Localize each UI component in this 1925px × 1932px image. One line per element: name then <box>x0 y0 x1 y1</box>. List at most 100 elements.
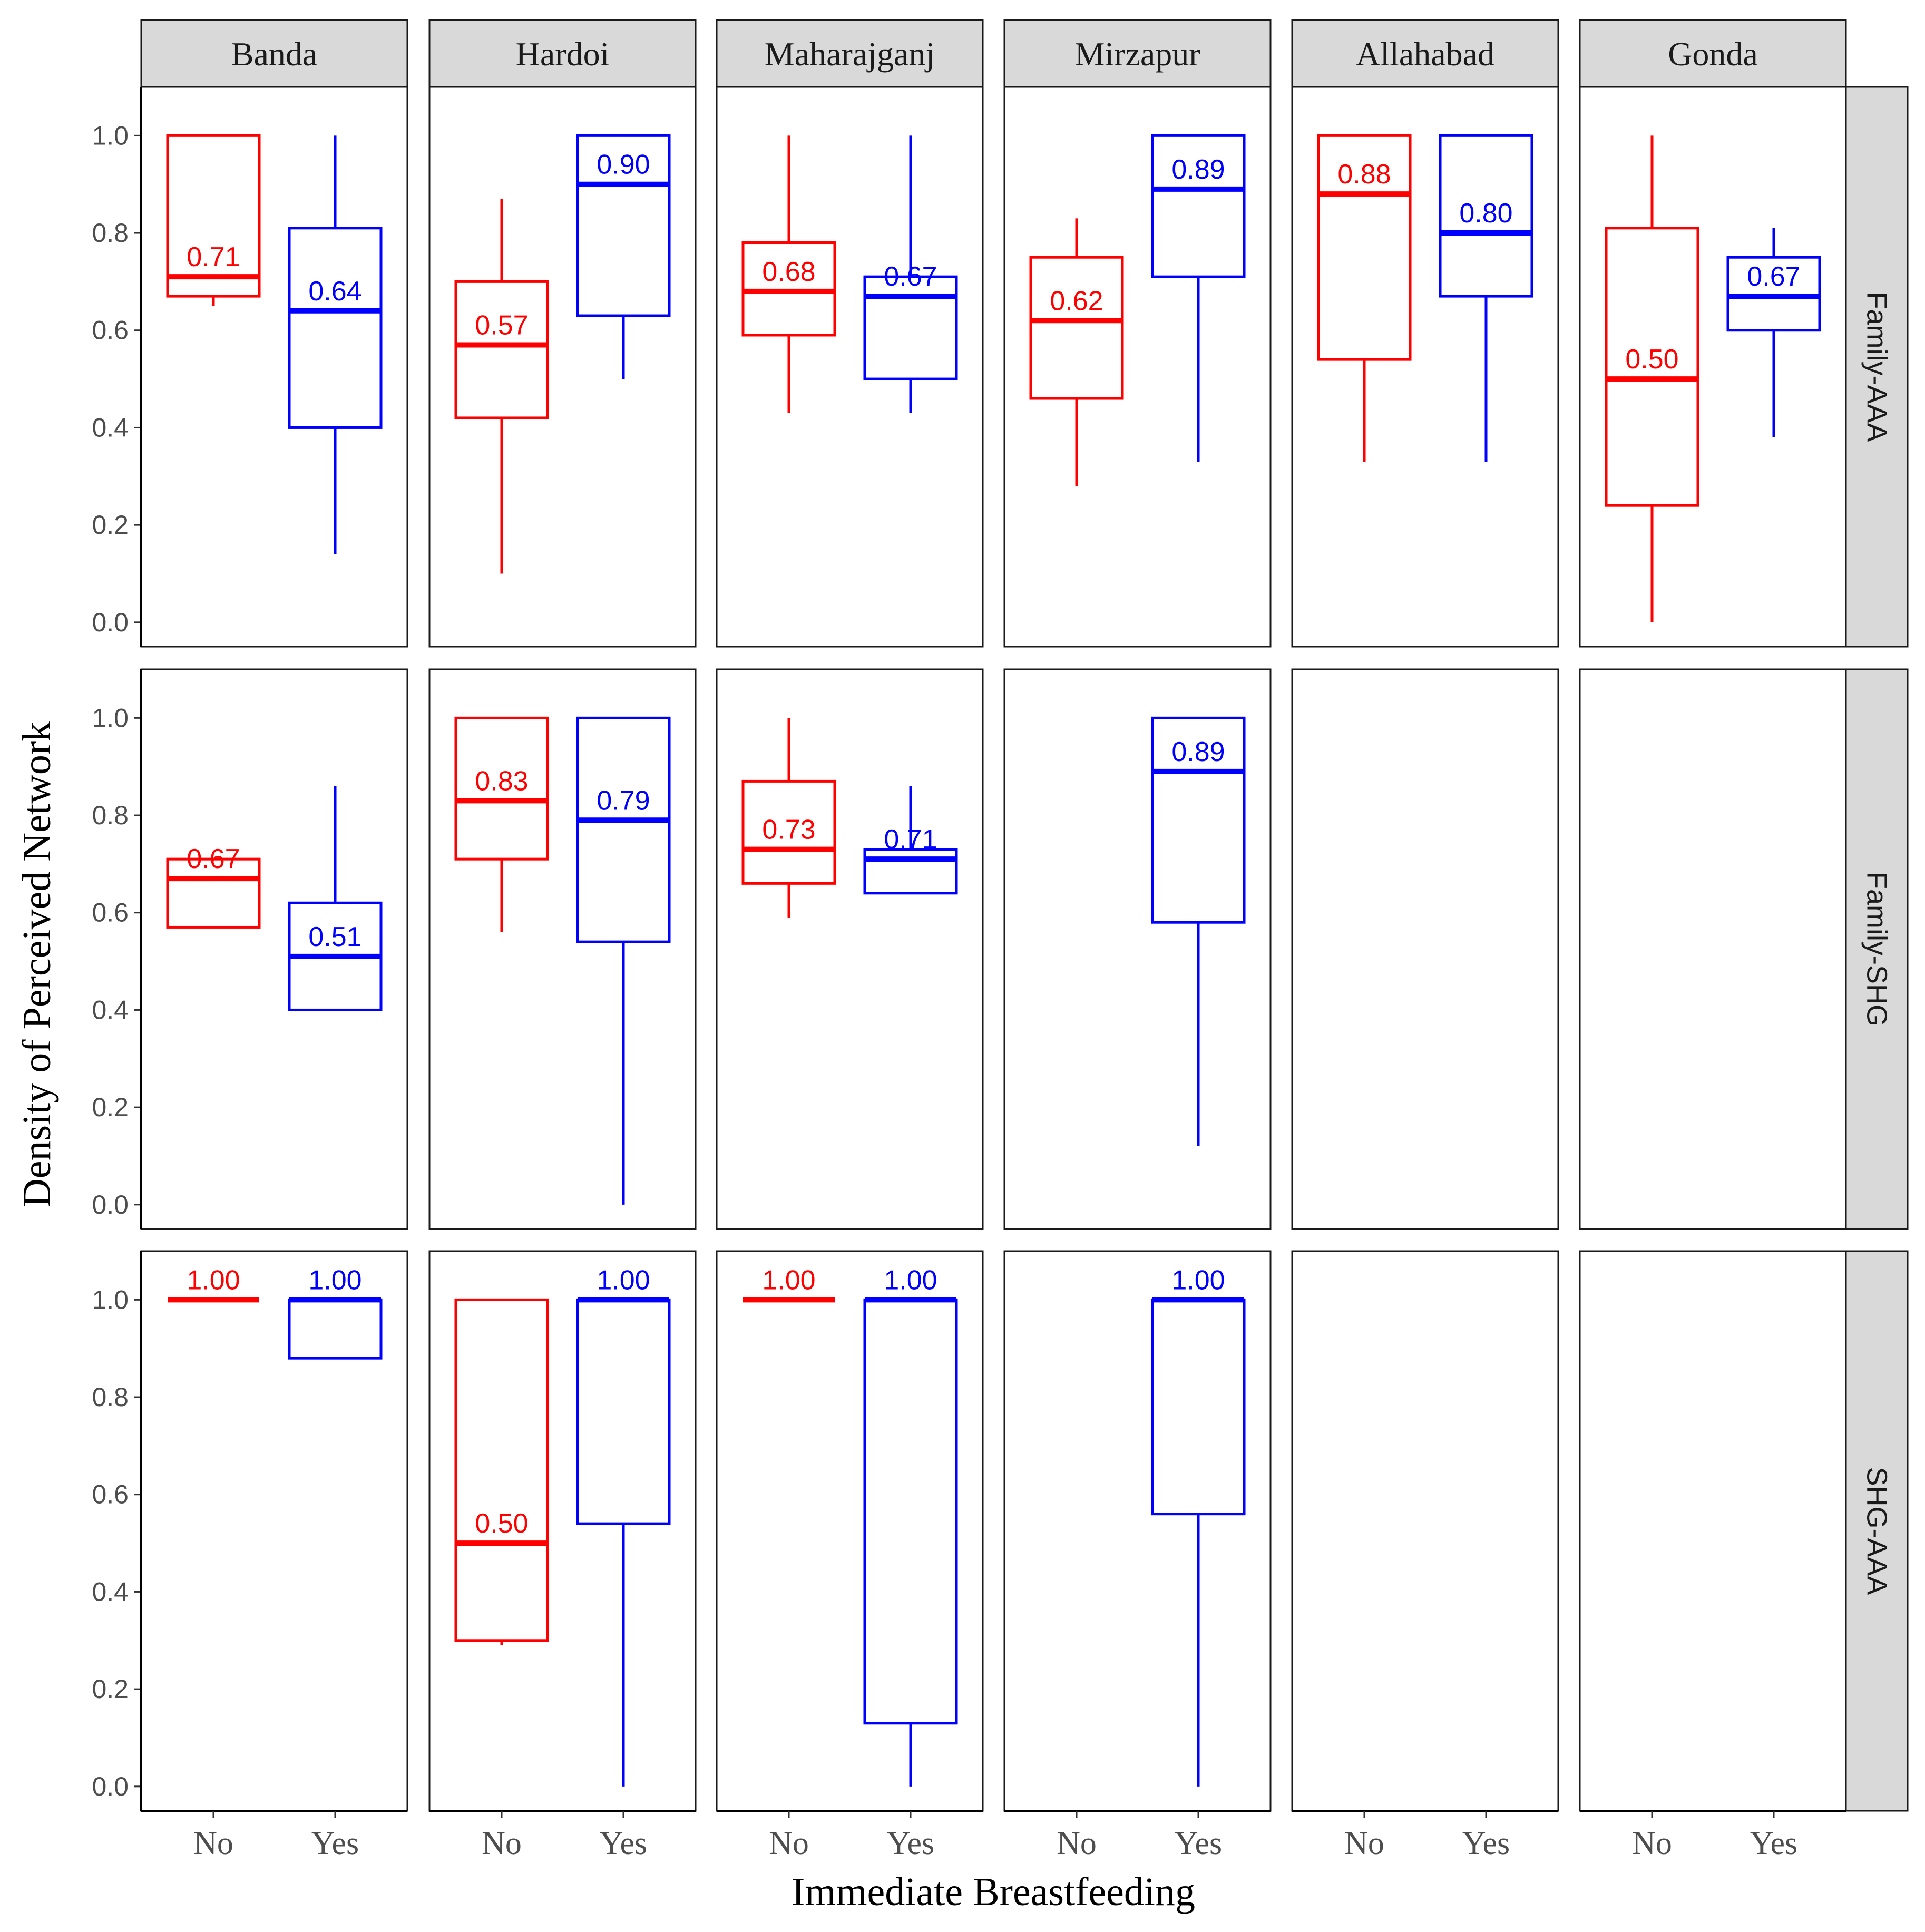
median-label: 1.00 <box>1171 1265 1225 1295</box>
y-tick-label: 0.4 <box>92 995 129 1024</box>
median-label: 0.62 <box>1050 286 1103 316</box>
box-no: 0.67 <box>166 844 261 929</box>
y-tick-label: 0.2 <box>92 1092 129 1122</box>
facet-strip-label-gonda: Gonda <box>1668 35 1758 73</box>
box-yes: 1.00 <box>1151 1265 1246 1787</box>
panel-frame <box>140 1250 408 1812</box>
box-no: 1.00 <box>743 1265 835 1303</box>
panel-frame <box>428 86 697 648</box>
median-label: 0.64 <box>308 276 361 307</box>
box-body <box>1439 134 1533 298</box>
panel-frame <box>1291 1250 1559 1812</box>
y-tick-label: 0.4 <box>92 413 129 442</box>
median-label: 0.67 <box>1747 261 1800 292</box>
facet-strip-label-family-shg: Family-SHG <box>1861 872 1893 1027</box>
box-no: 0.50 <box>454 1298 549 1646</box>
y-tick-label: 0.2 <box>92 1674 129 1704</box>
x-tick-label: No <box>1344 1826 1384 1861</box>
panel-frame <box>1579 668 1847 1230</box>
median-label: 0.57 <box>475 310 528 340</box>
box-yes: 1.00 <box>288 1265 383 1360</box>
median-label: 0.88 <box>1337 159 1391 190</box>
box-body <box>741 779 836 885</box>
box-yes: 1.00 <box>576 1265 671 1787</box>
box-yes: 0.67 <box>1726 228 1821 437</box>
box-no: 0.88 <box>1317 134 1412 462</box>
panel-frame <box>716 1250 984 1812</box>
box-body <box>576 134 671 317</box>
box-yes: 0.89 <box>1151 134 1246 462</box>
box-no: 1.00 <box>168 1265 259 1303</box>
facet-strip-top <box>1003 19 1272 88</box>
y-tick-label: 0.8 <box>92 218 129 248</box>
box-no: 0.71 <box>166 134 261 306</box>
facet-strip-top <box>1579 19 1847 88</box>
facet-strip-top <box>140 19 408 88</box>
median-label: 0.50 <box>1625 344 1678 375</box>
y-tick-label: 0.0 <box>92 608 129 637</box>
y-tick-label: 0.8 <box>92 1382 129 1412</box>
x-axis-title: Immediate Breastfeeding <box>792 1870 1195 1914</box>
x-tick-label: No <box>482 1826 522 1861</box>
median-label: 0.90 <box>597 150 650 180</box>
median-label: 1.00 <box>597 1265 650 1295</box>
box-yes: 0.80 <box>1439 134 1533 462</box>
box-yes: 0.79 <box>576 716 671 1205</box>
facet-strip-right <box>1845 86 1909 648</box>
x-tick-label: Yes <box>600 1826 647 1861</box>
facet-strip-label-shg-aaa: SHG-AAA <box>1861 1467 1893 1595</box>
panel-frame <box>428 668 697 1230</box>
median-label: 0.67 <box>187 844 240 874</box>
facet-strip-label-banda: Banda <box>231 35 318 73</box>
median-label: 1.00 <box>762 1265 815 1295</box>
median-label: 0.73 <box>762 815 815 845</box>
x-tick-label: Yes <box>1175 1826 1222 1861</box>
median-label: 0.51 <box>308 922 361 952</box>
median-label: 0.83 <box>475 766 528 796</box>
facet-panels: Banda Hardoi Maharajganj Mirzapur Allahabad G… <box>92 19 1909 1861</box>
x-tick-label: Yes <box>311 1826 359 1861</box>
facet-strip-label-allahabad: Allahabad <box>1356 35 1494 73</box>
box-body <box>1029 256 1124 400</box>
x-tick-label: No <box>769 1826 809 1861</box>
panel-frame <box>1579 86 1847 648</box>
box-no: 0.68 <box>741 135 836 413</box>
box-no: 0.50 <box>1605 135 1699 622</box>
median-label: 1.00 <box>308 1265 361 1295</box>
y-tick-label: 0.0 <box>92 1772 129 1801</box>
x-tick-label: Yes <box>887 1826 934 1861</box>
y-axis-title: Density of Perceived Network <box>15 721 59 1207</box>
panel-frame <box>140 668 408 1230</box>
y-tick-label: 1.0 <box>92 703 129 733</box>
box-body <box>166 134 261 298</box>
median-label: 1.00 <box>884 1265 937 1295</box>
panel-frame <box>716 668 984 1230</box>
facet-strip-label-maharajganj: Maharajganj <box>765 35 935 73</box>
median-label: 0.71 <box>884 824 937 855</box>
facet-strip-label-hardoi: Hardoi <box>516 35 610 73</box>
box-yes: 0.51 <box>288 786 383 1011</box>
box-yes: 0.71 <box>863 786 958 895</box>
panel-frame <box>1291 86 1559 648</box>
x-tick-label: Yes <box>1750 1826 1797 1861</box>
panel-frame <box>140 86 408 648</box>
facet-strip-right <box>1845 668 1909 1230</box>
median-label: 0.68 <box>762 257 815 287</box>
panel-frame <box>716 86 984 648</box>
median-label: 0.80 <box>1459 198 1512 229</box>
box-no: 0.57 <box>454 199 549 574</box>
median-label: 0.71 <box>187 242 240 272</box>
y-tick-label: 0.6 <box>92 1480 129 1509</box>
y-tick-label: 1.0 <box>92 1285 129 1314</box>
box-yes: 0.89 <box>1151 716 1246 1147</box>
box-yes: 1.00 <box>863 1265 958 1787</box>
box-body <box>288 227 383 429</box>
x-tick-label: No <box>1632 1826 1672 1861</box>
y-tick-label: 1.0 <box>92 121 129 150</box>
x-tick-label: No <box>1057 1826 1097 1861</box>
box-body <box>1605 227 1699 507</box>
facet-strip-top <box>428 19 697 88</box>
box-body <box>1151 716 1246 924</box>
box-body <box>454 716 549 861</box>
